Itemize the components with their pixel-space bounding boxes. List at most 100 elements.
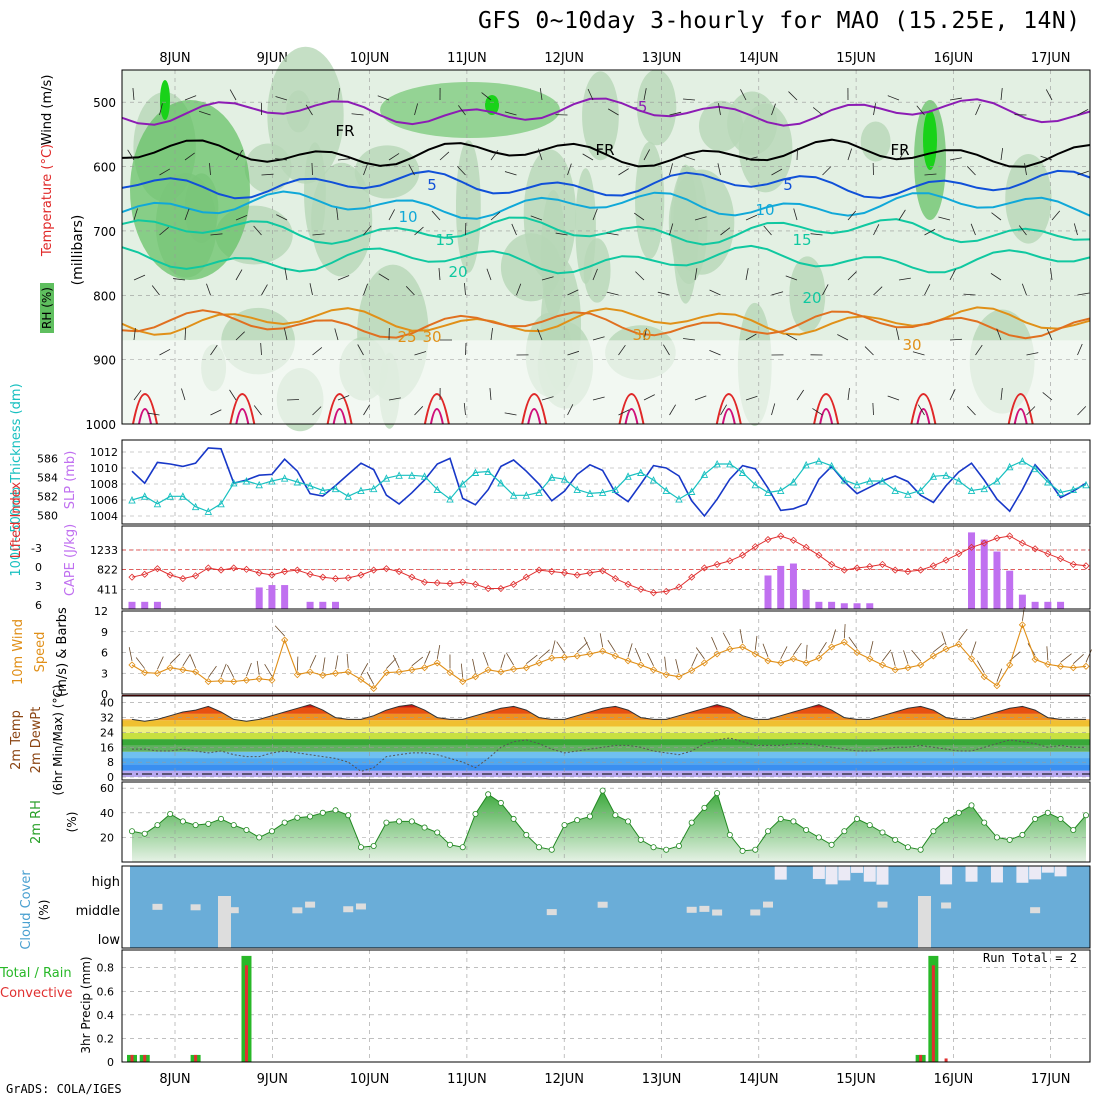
precip-convective-bar	[919, 1054, 923, 1062]
wind-barb	[720, 227, 731, 236]
temp-tick-label: 32	[100, 712, 114, 725]
wind-barb	[133, 274, 146, 281]
temperature-band	[122, 720, 1090, 727]
wind-barb	[151, 285, 160, 296]
wind-barb	[472, 658, 476, 673]
wind-speed-point	[624, 657, 632, 665]
wind-barb	[335, 655, 339, 670]
wind-speed-point	[828, 643, 836, 651]
wind-speed-point	[878, 661, 887, 669]
top-day-label: 17JUN	[1031, 51, 1071, 66]
thickness-point	[1005, 462, 1014, 471]
wind-barb	[431, 210, 441, 221]
isotherm-hot	[132, 393, 158, 425]
wind-barb	[490, 149, 499, 161]
wind-tick-label: 9	[101, 626, 108, 639]
wind-speed-line	[131, 623, 1087, 690]
wind-speed-point	[611, 652, 619, 660]
wind-barb	[1026, 352, 1039, 356]
lifted-index-point	[408, 573, 416, 581]
wind-tick-label: 6	[101, 647, 108, 660]
wind-barb	[1051, 210, 1061, 221]
wind-barb	[209, 163, 211, 176]
rh-point	[561, 822, 568, 829]
lifted-index-point	[1031, 545, 1039, 553]
rh-point	[981, 819, 988, 826]
thickness-point	[916, 486, 925, 494]
wind-barb	[537, 328, 543, 341]
wind-barb	[184, 95, 197, 101]
isotherm-hot	[229, 393, 256, 425]
thickness-point	[217, 499, 225, 508]
thickness-point	[1031, 464, 1039, 473]
wind-speed-point	[904, 664, 912, 672]
wind-barb	[822, 284, 829, 296]
wind-barb	[460, 663, 464, 678]
wind-barb	[377, 95, 390, 101]
wind-speed-point	[306, 668, 314, 676]
wind-barb	[762, 643, 769, 657]
lifted-index-point	[370, 566, 378, 574]
lifted-index-point	[637, 585, 645, 593]
isotherm-hot	[429, 408, 444, 425]
thickness-point	[140, 492, 149, 500]
lifted-index-point	[700, 564, 708, 572]
wind-barb	[1018, 225, 1027, 236]
cloud-axis-label: Cloud Cover	[19, 870, 34, 950]
isotherm-label: 5	[783, 176, 793, 194]
rh-tick-label: 60	[100, 782, 114, 795]
wind-speed-point	[675, 673, 683, 681]
lifted-index-point	[471, 580, 480, 588]
rh-point	[421, 824, 428, 831]
lifted-index-point	[624, 580, 632, 588]
cloud-gap	[851, 866, 864, 873]
temp-axis-label: (6hr Min/Max) (°C)	[51, 684, 65, 795]
bottom-day-label: 13JUN	[642, 1072, 682, 1087]
thickness-point	[242, 477, 251, 485]
isotherm-hot	[910, 393, 937, 425]
wind-barb	[312, 406, 322, 416]
cape-bar	[828, 601, 836, 609]
thickness-point	[306, 481, 314, 490]
wind-barb	[489, 388, 492, 401]
wind-barb	[657, 291, 670, 296]
wind-speed-point	[1018, 621, 1026, 629]
wind-barb	[694, 395, 707, 401]
precip-legend-total: Total / Rain	[0, 966, 72, 981]
wind-barb	[745, 268, 749, 281]
lifted-index-point	[802, 543, 810, 551]
isotherm-label: FR	[335, 122, 354, 140]
wind-barb	[414, 351, 427, 356]
thickness-point	[535, 488, 543, 496]
wind-barb	[891, 652, 896, 666]
wind-barb	[739, 629, 743, 644]
cloud-gap	[228, 907, 239, 914]
rh-point	[536, 844, 543, 851]
rh-point	[904, 844, 911, 851]
wind-barb	[634, 647, 642, 662]
temperature-band	[122, 745, 1090, 752]
wind-barb	[847, 210, 857, 221]
lifted-index-point	[268, 571, 276, 579]
wind-speed-point	[955, 640, 963, 648]
wind-barb	[583, 637, 591, 651]
cloud-gap	[686, 906, 697, 913]
wind-barb	[938, 216, 951, 221]
wind-barb	[541, 396, 554, 401]
thickness-point	[700, 470, 709, 478]
rh-blob	[304, 142, 326, 243]
isotherm-hot	[916, 408, 931, 425]
slp-tick-label: 1004	[90, 510, 118, 523]
precip-tick-label: 0.6	[97, 985, 115, 998]
wind-barb	[147, 412, 160, 416]
thickness-point	[191, 502, 200, 511]
lifted-index-point	[929, 562, 937, 570]
wind-barb	[887, 95, 900, 101]
cape-bar	[255, 587, 263, 609]
rh-point	[485, 791, 492, 798]
wind-barb	[917, 404, 925, 416]
rh-unit-label: (%)	[65, 812, 79, 833]
wind-barb	[949, 157, 962, 161]
wind-barb	[745, 156, 758, 161]
